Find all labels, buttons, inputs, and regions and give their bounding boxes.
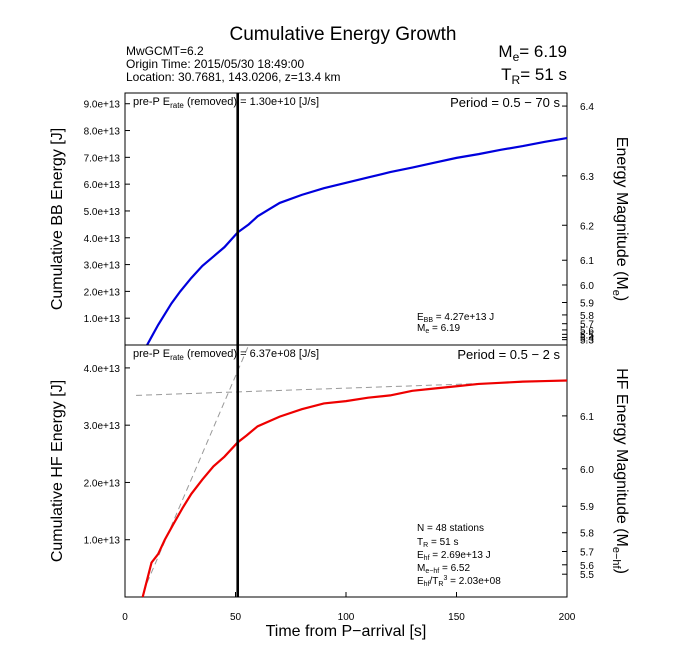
hf-y2-tick-label: 5.9 — [580, 502, 594, 513]
hf-y-tick-label: 2.0e+13 — [84, 478, 121, 489]
bb-y2-tick-label: 5.4 — [580, 333, 594, 344]
hf-annotation-energy: Ehf = 2.69e+13 J — [417, 550, 491, 562]
bb-y-tick-label: 3.0e+13 — [84, 261, 121, 272]
bb-y2-tick-label: 6.2 — [580, 221, 594, 232]
bb-y2-tick-label: 6.0 — [580, 281, 594, 292]
info-line-mw: MwGCMT=6.2 — [126, 44, 204, 58]
bb-y2-tick-label: 6.4 — [580, 102, 594, 113]
hf-annotation-tr: TR = 51 s — [417, 537, 458, 549]
hf-y-tick-label: 3.0e+13 — [84, 421, 121, 432]
hf-energy-curve — [141, 379, 568, 598]
bb-period-label: Period = 0.5 − 70 s — [450, 95, 560, 110]
bb-y2-tick-label: 5.3 — [580, 336, 594, 347]
x-axis-title: Time from P−arrival [s] — [266, 623, 427, 640]
hf-y2-tick-label: 6.1 — [580, 412, 594, 423]
header-me: Me= 6.19 — [498, 42, 567, 64]
header-tr: TR= 51 s — [501, 65, 567, 87]
hf-y2-tick-label: 5.6 — [580, 561, 594, 572]
bb-y2-tick-label: 5.5 — [580, 330, 594, 341]
bb-y2-tick-label: 5.6 — [580, 326, 594, 337]
x-tick-label: 200 — [559, 612, 576, 623]
bb-y-tick-label: 5.0e+13 — [84, 207, 121, 218]
bb-y-tick-label: 9.0e+13 — [84, 100, 121, 111]
bb-annotation-energy: EBB = 4.27e+13 J — [417, 312, 494, 324]
hf-energy-panel: 1.0e+13 2.0e+13 3.0e+13 4.0e+13 6.1 6.0 5.9 5.… — [49, 344, 630, 640]
hf-y2-tick-label: 5.5 — [580, 570, 594, 581]
hf-annotation-magnitude: Me−hf = 6.52 — [417, 563, 470, 575]
hf-period-label: Period = 0.5 − 2 s — [457, 347, 560, 362]
hf-prep-label: pre-P Erate (removed) = 6.37e+08 [J/s] — [133, 348, 319, 362]
hf-annotation-ratio: Ehf/TR3 = 2.03e+08 — [417, 575, 501, 588]
hf-annotation-stations: N = 48 stations — [417, 523, 484, 534]
hf-guide-line — [136, 380, 568, 396]
bb-prep-label: pre-P Erate (removed) = 1.30e+10 [J/s] — [133, 96, 319, 110]
bb-plot-frame — [124, 92, 568, 346]
hf-y2-tick-label: 5.7 — [580, 548, 594, 559]
info-line-location: Location: 30.7681, 143.0206, z=13.4 km — [126, 70, 341, 84]
hf-y2-tick-label: 6.0 — [580, 465, 594, 476]
bb-right-axis: 6.4 6.3 6.2 6.1 6.0 5.95.85.75.65.55.45.3 — [562, 102, 594, 347]
x-tick-label: 50 — [230, 612, 242, 623]
bb-energy-curve — [146, 136, 568, 346]
bb-y2-tick-label: 5.8 — [580, 311, 594, 322]
x-tick-label: 0 — [122, 612, 128, 623]
bb-energy-panel: 1.0e+13 2.0e+13 3.0e+13 4.0e+13 5.0e+13 6.0e+… — [49, 92, 630, 347]
hf-x-axis: 0 50 100 150 200 — [122, 592, 576, 623]
info-line-origin-time: Origin Time: 2015/05/30 18:49:00 — [126, 57, 304, 71]
bb-y-tick-label: 4.0e+13 — [84, 234, 121, 245]
bb-annotation-magnitude: Me = 6.19 — [417, 323, 461, 335]
bb-y-axis-title: Cumulative BB Energy [J] — [49, 128, 66, 310]
bb-y2-axis-title: Energy Magnitude (Me) — [610, 137, 630, 301]
bb-y2-tick-label: 5.9 — [580, 299, 594, 310]
bb-y2-tick-label: 5.7 — [580, 320, 594, 331]
bb-y-tick-label: 8.0e+13 — [84, 127, 121, 138]
hf-y-axis-title: Cumulative HF Energy [J] — [49, 380, 66, 562]
hf-y-tick-label: 1.0e+13 — [84, 536, 121, 547]
hf-guide-lines — [136, 344, 568, 583]
bb-y2-tick-label: 6.3 — [580, 172, 594, 183]
bb-y-tick-label: 6.0e+13 — [84, 180, 121, 191]
x-tick-label: 100 — [338, 612, 355, 623]
bb-y-tick-label: 1.0e+13 — [84, 314, 121, 325]
bb-y2-tick-label: 6.1 — [580, 256, 594, 267]
bb-y-tick-label: 2.0e+13 — [84, 287, 121, 298]
bb-y-tick-label: 7.0e+13 — [84, 153, 121, 164]
hf-right-axis: 6.1 6.0 5.9 5.8 5.7 5.65.5 — [562, 412, 594, 581]
x-tick-label: 150 — [448, 612, 465, 623]
bb-left-axis: 1.0e+13 2.0e+13 3.0e+13 4.0e+13 5.0e+13 6.0e+… — [84, 100, 130, 325]
hf-left-axis: 1.0e+13 2.0e+13 3.0e+13 4.0e+13 — [84, 364, 130, 547]
hf-y-tick-label: 4.0e+13 — [84, 364, 121, 375]
hf-y2-tick-label: 5.8 — [580, 529, 594, 540]
hf-y2-axis-title: HF Energy Magnitude (Me−hf) — [610, 368, 630, 574]
figure-title: Cumulative Energy Growth — [229, 24, 456, 45]
